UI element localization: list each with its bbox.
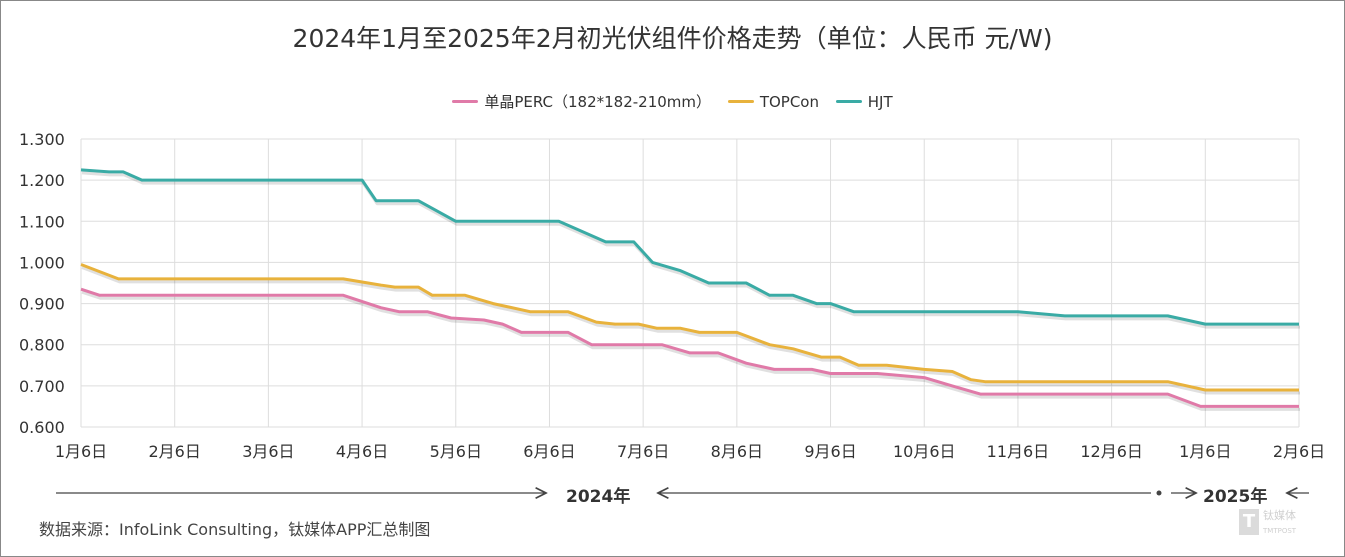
x-tick-label: 2月6日 <box>149 442 201 461</box>
series-line-topcon <box>80 263 1299 392</box>
x-tick-label: 2月6日 <box>1273 442 1325 461</box>
legend-swatch <box>835 100 862 103</box>
x-tick-label: 10月6日 <box>893 442 956 461</box>
series-line-perc <box>80 287 1299 408</box>
legend-item-topcon[interactable]: TOPCon <box>727 92 819 111</box>
x-tick-label: 1月6日 <box>55 442 107 461</box>
legend-item-hjt[interactable]: HJT <box>835 92 893 111</box>
x-tick-label: 7月6日 <box>617 442 669 461</box>
watermark-logo: T 钛媒体 TMTPOST <box>1239 507 1296 536</box>
x-tick-label: 9月6日 <box>804 442 856 461</box>
y-tick-label: 1.000 <box>19 253 65 272</box>
series-line-hjt <box>80 168 1299 326</box>
legend-label: 单晶PERC（182*182-210mm） <box>484 93 712 111</box>
series-shadow <box>81 266 1300 395</box>
x-tick-label: 5月6日 <box>430 442 482 461</box>
legend-swatch <box>452 100 479 103</box>
y-tick-label: 0.600 <box>19 418 65 437</box>
x-tick-label: 8月6日 <box>711 442 763 461</box>
x-tick-label: 3月6日 <box>242 442 294 461</box>
y-tick-label: 0.800 <box>19 336 65 355</box>
legend: 单晶PERC（182*182-210mm） TOPCon HJT <box>1 89 1344 112</box>
x-tick-label: 4月6日 <box>336 442 388 461</box>
y-tick-label: 1.200 <box>19 171 65 190</box>
legend-label: TOPCon <box>759 92 819 111</box>
legend-label: HJT <box>867 92 893 111</box>
y-tick-label: 0.900 <box>19 295 65 314</box>
year-label-2024: 2024年 <box>566 487 631 507</box>
y-tick-label: 1.100 <box>19 212 65 231</box>
chart-title: 2024年1月至2025年2月初光伏组件价格走势（单位：人民币 元/W) <box>292 24 1053 53</box>
series-shadow <box>81 290 1300 411</box>
x-tick-label: 11月6日 <box>987 442 1050 461</box>
legend-swatch <box>727 100 754 103</box>
y-tick-label: 1.300 <box>19 130 65 149</box>
year-label-2025: 2025年 <box>1203 487 1268 507</box>
x-tick-label: 1月6日 <box>1179 442 1231 461</box>
x-tick-label: 6月6日 <box>523 442 575 461</box>
timeline-dot <box>1156 490 1162 496</box>
x-tick-label: 12月6日 <box>1080 442 1143 461</box>
y-tick-label: 0.700 <box>19 377 65 396</box>
legend-item-perc[interactable]: 单晶PERC（182*182-210mm） <box>452 91 711 112</box>
source-note: 数据来源：InfoLink Consulting，钛媒体APP汇总制图 <box>39 520 431 539</box>
